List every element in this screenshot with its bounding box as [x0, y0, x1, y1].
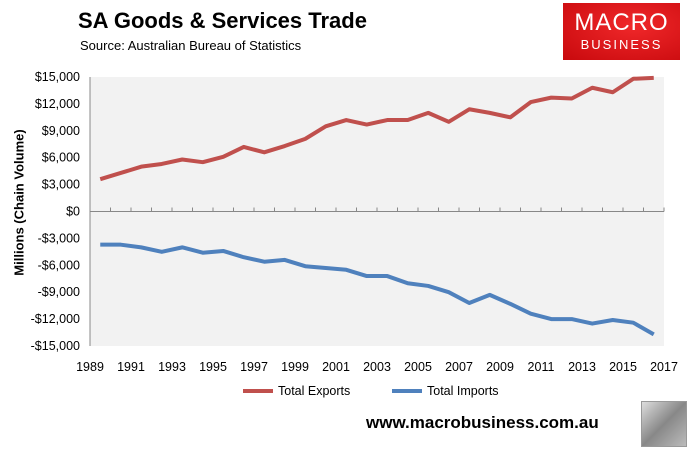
y-tick-label: $0 [66, 205, 80, 219]
logo-line1: MACRO [574, 9, 669, 36]
x-tick-label: 2009 [486, 360, 514, 374]
x-tick-label: 1989 [76, 360, 104, 374]
website-url[interactable]: www.macrobusiness.com.au [366, 413, 599, 432]
chart-title: SA Goods & Services Trade [78, 8, 367, 33]
y-tick-label: -$15,000 [31, 339, 80, 353]
legend-label: Total Imports [427, 384, 499, 398]
series-line-total-exports [99, 75, 654, 182]
y-tick-label: $12,000 [35, 97, 80, 111]
y-tick-label: $15,000 [35, 70, 80, 84]
y-tick-label: -$12,000 [31, 312, 80, 326]
x-tick-label: 1999 [281, 360, 309, 374]
wolf-logo-icon [641, 401, 687, 447]
x-tick-label: 1991 [117, 360, 145, 374]
y-tick-label: $3,000 [42, 178, 80, 192]
x-tick-label: 2001 [322, 360, 350, 374]
x-tick-label: 2007 [445, 360, 473, 374]
y-tick-label: $6,000 [42, 151, 80, 165]
x-tick-label: 2015 [609, 360, 637, 374]
macrobusiness-logo: MACRO BUSINESS [563, 3, 680, 60]
x-tick-label: 2005 [404, 360, 432, 374]
x-tick-label: 1995 [199, 360, 227, 374]
x-tick-label: 1993 [158, 360, 186, 374]
y-tick-label: $9,000 [42, 124, 80, 138]
x-tick-label: 2017 [650, 360, 678, 374]
logo-line2: BUSINESS [580, 37, 663, 52]
x-tick-label: 2013 [568, 360, 596, 374]
x-tick-label: 2003 [363, 360, 391, 374]
chart-source: Source: Australian Bureau of Statistics [80, 38, 302, 53]
y-tick-label: -$3,000 [38, 231, 80, 245]
y-tick-label: -$9,000 [38, 285, 80, 299]
y-tick-label: -$6,000 [38, 258, 80, 272]
legend-label: Total Exports [278, 384, 350, 398]
x-tick-label: 2011 [528, 360, 555, 374]
x-tick-label: 1997 [240, 360, 268, 374]
series-line-total-imports [100, 242, 655, 337]
